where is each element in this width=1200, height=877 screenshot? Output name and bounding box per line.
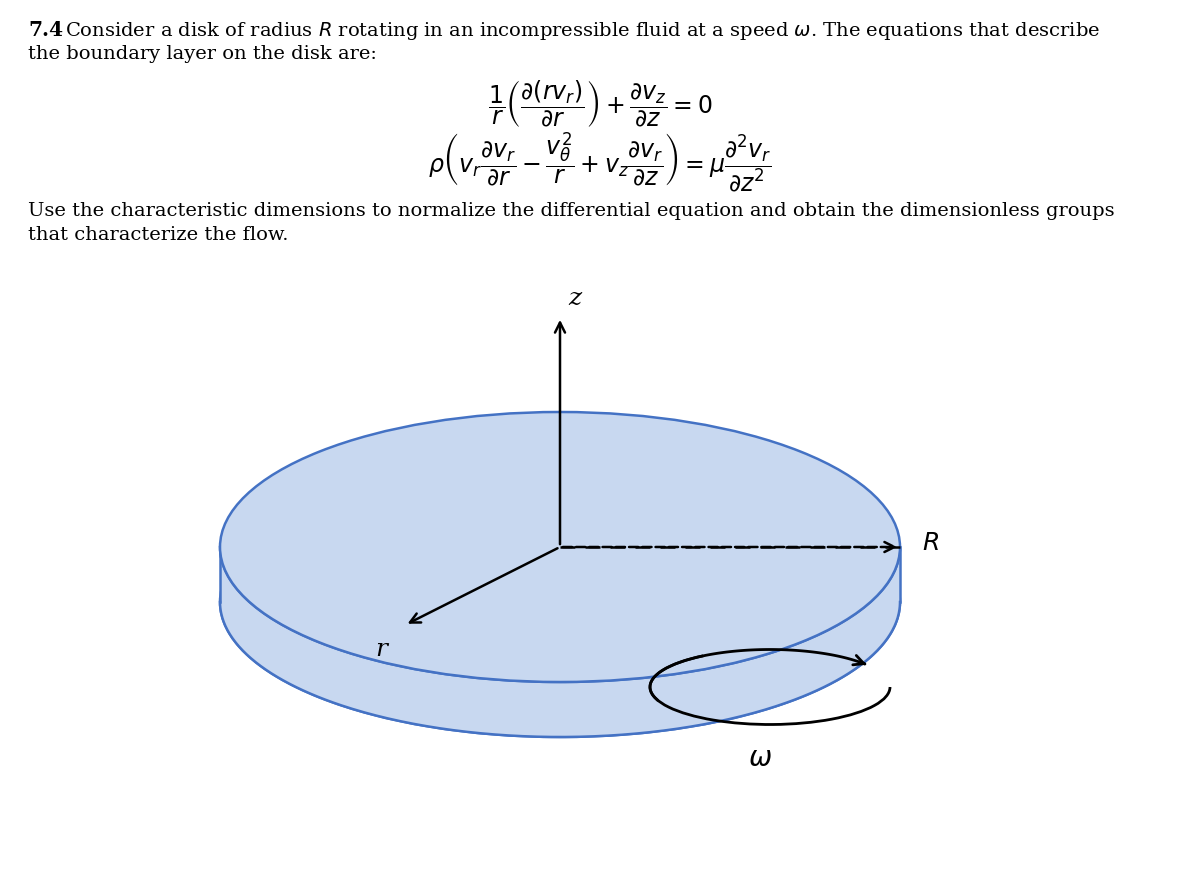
Text: $R$: $R$ xyxy=(922,531,940,554)
Text: the boundary layer on the disk are:: the boundary layer on the disk are: xyxy=(28,45,377,63)
Text: r: r xyxy=(374,638,386,660)
Text: $\rho\left(v_r\dfrac{\partial v_r}{\partial r} - \dfrac{v_\theta^2}{r} + v_z\dfr: $\rho\left(v_r\dfrac{\partial v_r}{\part… xyxy=(428,130,772,194)
Text: 7.4: 7.4 xyxy=(28,20,64,40)
Ellipse shape xyxy=(220,412,900,682)
Text: z: z xyxy=(568,287,581,310)
Text: $\dfrac{1}{r}\left(\dfrac{\partial(rv_r)}{\partial r}\right)+\dfrac{\partial v_z: $\dfrac{1}{r}\left(\dfrac{\partial(rv_r)… xyxy=(487,78,713,130)
Text: Use the characteristic dimensions to normalize the differential equation and obt: Use the characteristic dimensions to nor… xyxy=(28,202,1115,220)
Text: that characterize the flow.: that characterize the flow. xyxy=(28,225,288,244)
Ellipse shape xyxy=(220,467,900,738)
Polygon shape xyxy=(220,547,900,738)
Text: $\omega$: $\omega$ xyxy=(748,745,772,772)
Text: Consider a disk of radius $R$ rotating in an incompressible fluid at a speed $\o: Consider a disk of radius $R$ rotating i… xyxy=(65,20,1100,42)
